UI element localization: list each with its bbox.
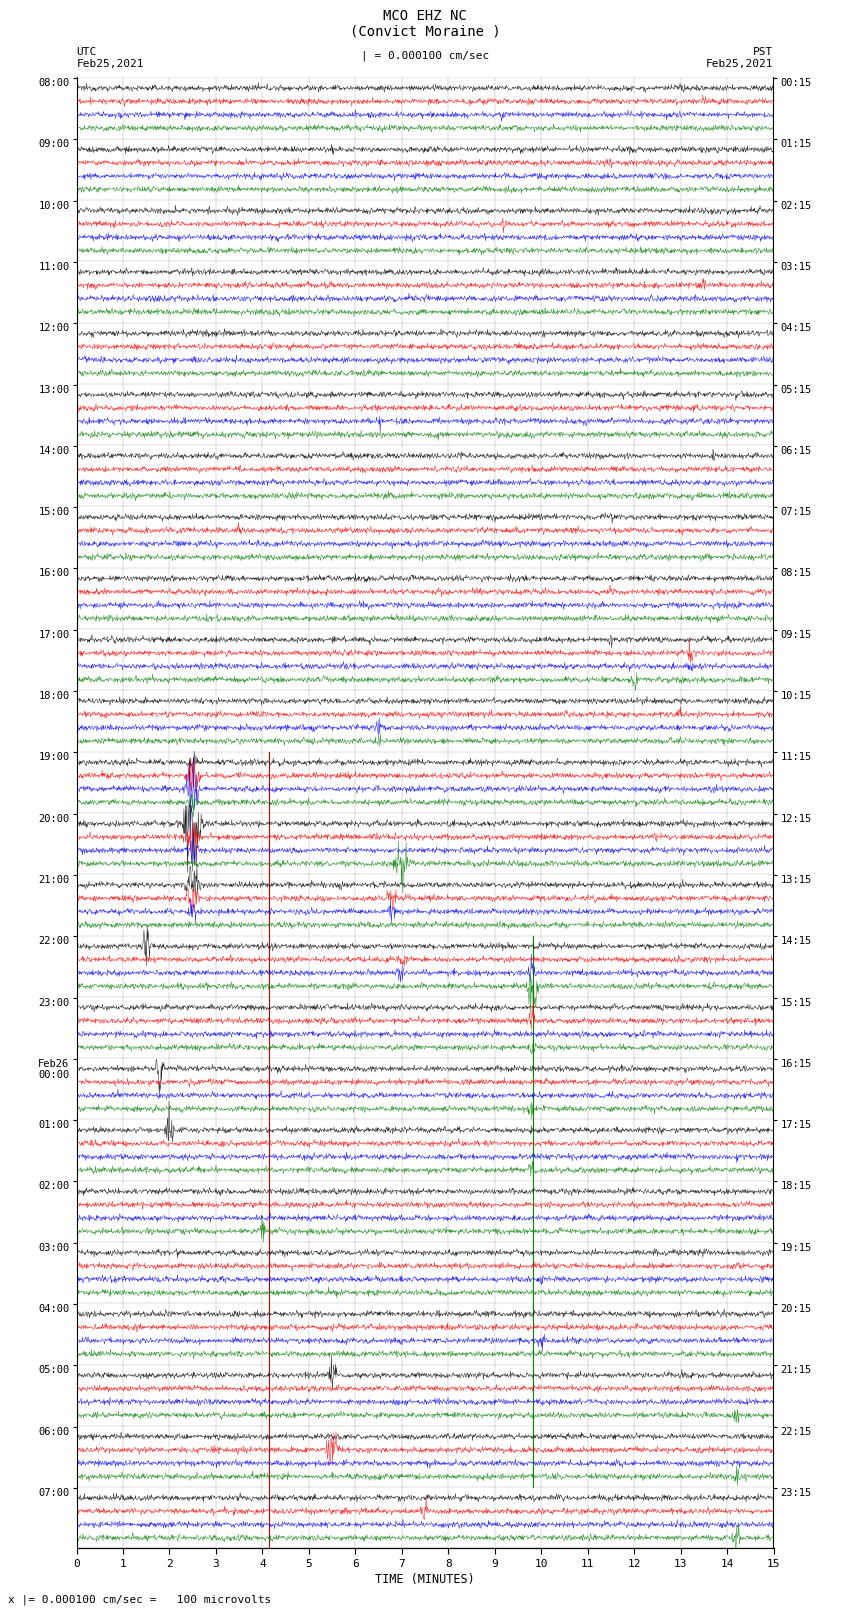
Text: PST
Feb25,2021: PST Feb25,2021	[706, 47, 774, 69]
Text: x |= 0.000100 cm/sec =   100 microvolts: x |= 0.000100 cm/sec = 100 microvolts	[8, 1594, 272, 1605]
X-axis label: TIME (MINUTES): TIME (MINUTES)	[375, 1573, 475, 1586]
Title: MCO EHZ NC
(Convict Moraine ): MCO EHZ NC (Convict Moraine )	[349, 8, 501, 39]
Text: | = 0.000100 cm/sec: | = 0.000100 cm/sec	[361, 50, 489, 61]
Text: UTC
Feb25,2021: UTC Feb25,2021	[76, 47, 144, 69]
